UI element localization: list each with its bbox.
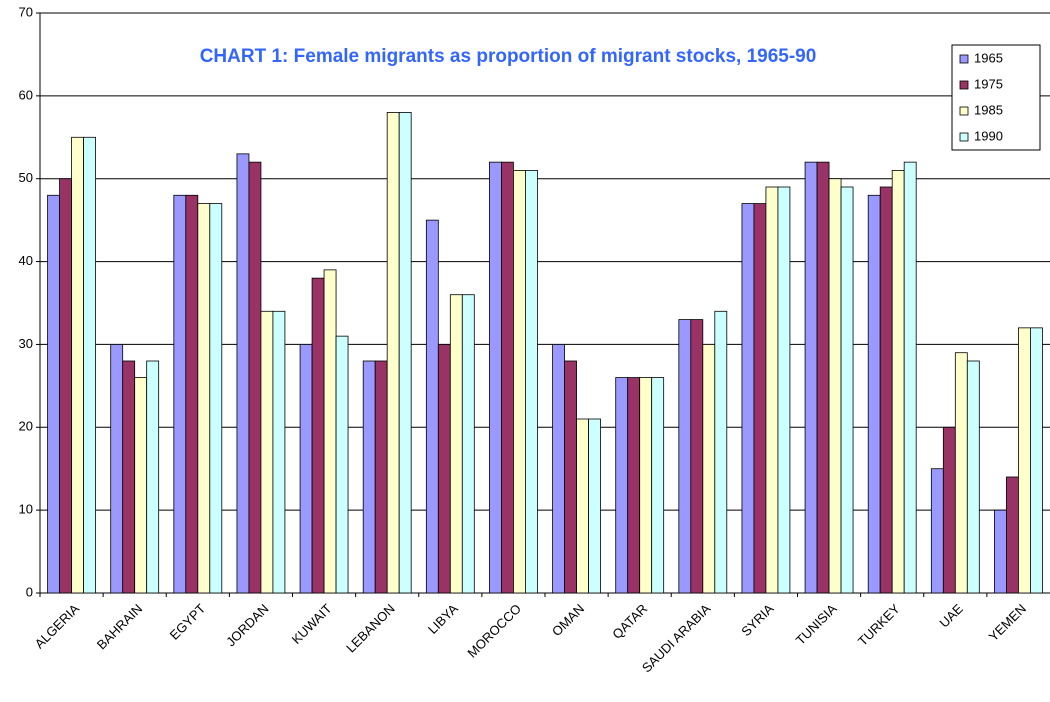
bar: [323, 269, 337, 594]
chart-title: CHART 1: Female migrants as proportion o…: [200, 46, 817, 67]
bar: [930, 468, 944, 594]
bar: [678, 319, 692, 594]
bar: [425, 219, 439, 594]
y-tick-label: 20: [19, 419, 33, 434]
bar: [134, 377, 148, 594]
bar: [525, 170, 538, 594]
bar: [83, 136, 96, 594]
legend-swatch: [959, 80, 969, 90]
x-tick-label: SAUDI ARABIA: [639, 601, 714, 676]
bar: [828, 178, 842, 594]
legend-label: 1985: [974, 102, 1003, 117]
bar: [449, 294, 463, 594]
legend-swatch: [959, 106, 969, 116]
legend-label: 1965: [974, 50, 1003, 65]
bar: [513, 170, 526, 594]
bar: [71, 136, 84, 594]
bar: [966, 360, 980, 594]
bar: [398, 112, 412, 594]
bar: [362, 360, 376, 594]
bar: [1006, 476, 1019, 594]
bar: [804, 161, 818, 594]
bar: [197, 203, 211, 594]
bar: [311, 277, 325, 594]
legend-swatch: [959, 132, 969, 142]
bar: [840, 186, 854, 594]
bar: [209, 203, 223, 594]
bar: [903, 161, 917, 594]
x-tick-label: EGYPT: [167, 601, 209, 643]
x-tick-label: TURKEY: [855, 601, 903, 649]
bar: [552, 344, 565, 594]
bar: [765, 186, 779, 594]
bar: [501, 161, 514, 594]
bar: [753, 203, 767, 594]
x-tick-label: SYRIA: [738, 601, 776, 639]
bar: [272, 310, 286, 594]
x-tick-label: LEBANON: [343, 601, 398, 656]
bar: [122, 360, 136, 594]
y-tick-label: 10: [19, 502, 33, 517]
x-tick-label: ALGERIA: [32, 601, 83, 652]
bar: [299, 344, 313, 594]
x-tick-label: OMAN: [549, 601, 587, 639]
bar: [110, 344, 124, 594]
x-tick-label: BAHRAIN: [94, 601, 145, 652]
bar: [489, 161, 502, 594]
bar: [588, 418, 601, 594]
y-tick-label: 0: [26, 584, 33, 599]
bar: [59, 178, 72, 594]
bar: [461, 294, 475, 594]
bar: [714, 310, 728, 594]
bar: [690, 319, 704, 594]
bar: [777, 186, 791, 594]
bar: [185, 194, 199, 594]
bar: [437, 344, 451, 594]
bar: [576, 418, 589, 594]
x-tick-label: YEMEN: [986, 601, 1029, 644]
bar: [879, 186, 893, 594]
bar: [248, 161, 262, 594]
bar: [1018, 327, 1031, 594]
bar: [942, 426, 956, 594]
legend-label: 1990: [974, 128, 1003, 143]
y-tick-label: 70: [19, 4, 33, 19]
bar: [627, 377, 641, 594]
y-tick-label: 60: [19, 87, 33, 102]
x-tick-label: JORDAN: [223, 601, 271, 649]
x-tick-label: UAE: [936, 601, 966, 631]
bar: [374, 360, 388, 594]
bar: [146, 360, 160, 594]
legend-label: 1975: [974, 76, 1003, 91]
x-tick-label: MOROCCO: [464, 601, 524, 661]
bar: [173, 194, 187, 594]
bar: [741, 203, 755, 594]
y-tick-label: 30: [19, 336, 33, 351]
x-tick-label: TUNISIA: [793, 601, 840, 648]
x-tick-label: LIBYA: [425, 601, 461, 637]
bar: [702, 344, 716, 594]
bar: [994, 509, 1007, 594]
bar: [564, 360, 577, 594]
bar: [639, 377, 653, 594]
y-tick-label: 40: [19, 253, 33, 268]
x-tick-label: KUWAIT: [289, 601, 335, 647]
bar: [891, 170, 905, 594]
bar: [386, 112, 400, 594]
bar: [651, 377, 665, 594]
bar: [867, 194, 881, 594]
bar: [236, 153, 250, 594]
bar: [1030, 327, 1043, 594]
bar: [954, 352, 968, 594]
y-tick-label: 50: [19, 170, 33, 185]
x-tick-label: QATAR: [609, 601, 650, 642]
bar: [816, 161, 830, 594]
legend-swatch: [959, 54, 969, 64]
bar: [260, 310, 274, 594]
bar: [47, 194, 60, 594]
bar: [335, 335, 349, 594]
bar: [615, 377, 629, 594]
